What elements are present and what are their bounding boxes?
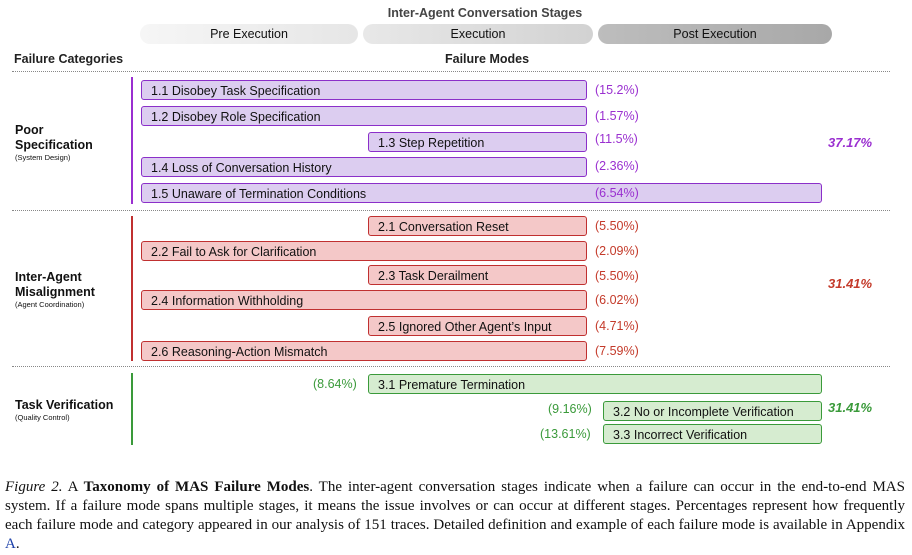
header-failure-modes: Failure Modes (445, 52, 530, 66)
failure-mode-1-3: 1.3 Step Repetition (368, 132, 587, 152)
category-task-verification: Task Verification (Quality Control) (15, 398, 113, 423)
category-name-line2: Misalignment (15, 285, 95, 299)
category-total: 37.17% (828, 135, 873, 150)
figure-number: Figure 2. (5, 479, 63, 495)
stage-execution: Execution (363, 24, 593, 44)
failure-mode-pct: (6.54%) (595, 186, 639, 200)
failure-mode-pct: (5.50%) (595, 219, 639, 233)
failure-mode-2-3: 2.3 Task Derailment (368, 265, 587, 285)
appendix-link[interactable]: A (5, 536, 16, 552)
failure-mode-3-3: 3.3 Incorrect Verification (603, 424, 822, 444)
figure-caption: Figure 2. A Taxonomy of MAS Failure Mode… (5, 478, 905, 554)
failure-mode-pct: (7.59%) (595, 344, 639, 358)
failure-mode-3-2: 3.2 No or Incomplete Verification (603, 401, 822, 421)
header-failure-categories: Failure Categories (14, 52, 124, 66)
failure-mode-pct: (2.36%) (595, 159, 639, 173)
failure-mode-pct: (2.09%) (595, 244, 639, 258)
caption-a: A (62, 479, 84, 495)
category-total: 31.41% (828, 276, 873, 291)
failure-mode-pct: (6.02%) (595, 293, 639, 307)
failure-mode-pct: (5.50%) (595, 269, 639, 283)
caption-text: . The inter-agent conversation stages in… (5, 479, 905, 533)
stages-title: Inter-Agent Conversation Stages (387, 6, 583, 20)
stage-pre-execution: Pre Execution (140, 24, 358, 44)
failure-mode-1-4: 1.4 Loss of Conversation History (141, 157, 587, 177)
category-subtitle: (System Design) (15, 153, 71, 162)
failure-mode-2-2: 2.2 Fail to Ask for Clarification (141, 241, 587, 261)
category-name-line1: Poor (15, 123, 44, 137)
failure-mode-pct: (11.5%) (595, 132, 638, 146)
failure-mode-pct: (13.61%) (540, 427, 591, 441)
failure-mode-2-5: 2.5 Ignored Other Agent’s Input (368, 316, 587, 336)
failure-mode-2-1: 2.1 Conversation Reset (368, 216, 587, 236)
failure-mode-1-5: 1.5 Unaware of Termination Conditions (141, 183, 822, 203)
category-poor-specification: Poor Specification (System Design) (15, 123, 93, 163)
caption-end: . (15, 536, 20, 552)
failure-mode-pct: (1.57%) (595, 109, 639, 123)
category-bar-red (131, 216, 133, 361)
category-name-line2: Specification (15, 138, 93, 152)
failure-mode-3-1: 3.1 Premature Termination (368, 374, 822, 394)
category-bar-purple (131, 77, 133, 204)
failure-mode-1-2: 1.2 Disobey Role Specification (141, 106, 587, 126)
category-bar-green (131, 373, 133, 445)
category-total: 31.41% (828, 400, 873, 415)
category-name-line1: Inter-Agent (15, 270, 82, 284)
caption-bold-title: Taxonomy of MAS Failure Modes (83, 479, 310, 495)
category-subtitle: (Agent Coordination) (15, 300, 85, 309)
category-inter-agent-misalignment: Inter-Agent Misalignment (Agent Coordina… (15, 270, 95, 310)
category-name-line1: Task Verification (15, 398, 114, 412)
failure-mode-2-4: 2.4 Information Withholding (141, 290, 587, 310)
failure-mode-pct: (4.71%) (595, 319, 639, 333)
category-subtitle: (Quality Control) (15, 413, 70, 422)
separator (12, 210, 890, 211)
separator (12, 366, 890, 367)
failure-mode-1-1: 1.1 Disobey Task Specification (141, 80, 587, 100)
failure-mode-pct: (9.16%) (548, 402, 592, 416)
separator (12, 71, 890, 72)
failure-mode-2-6: 2.6 Reasoning-Action Mismatch (141, 341, 587, 361)
stage-post-execution: Post Execution (598, 24, 832, 44)
failure-mode-pct: (8.64%) (313, 377, 357, 391)
failure-mode-pct: (15.2%) (595, 83, 639, 97)
